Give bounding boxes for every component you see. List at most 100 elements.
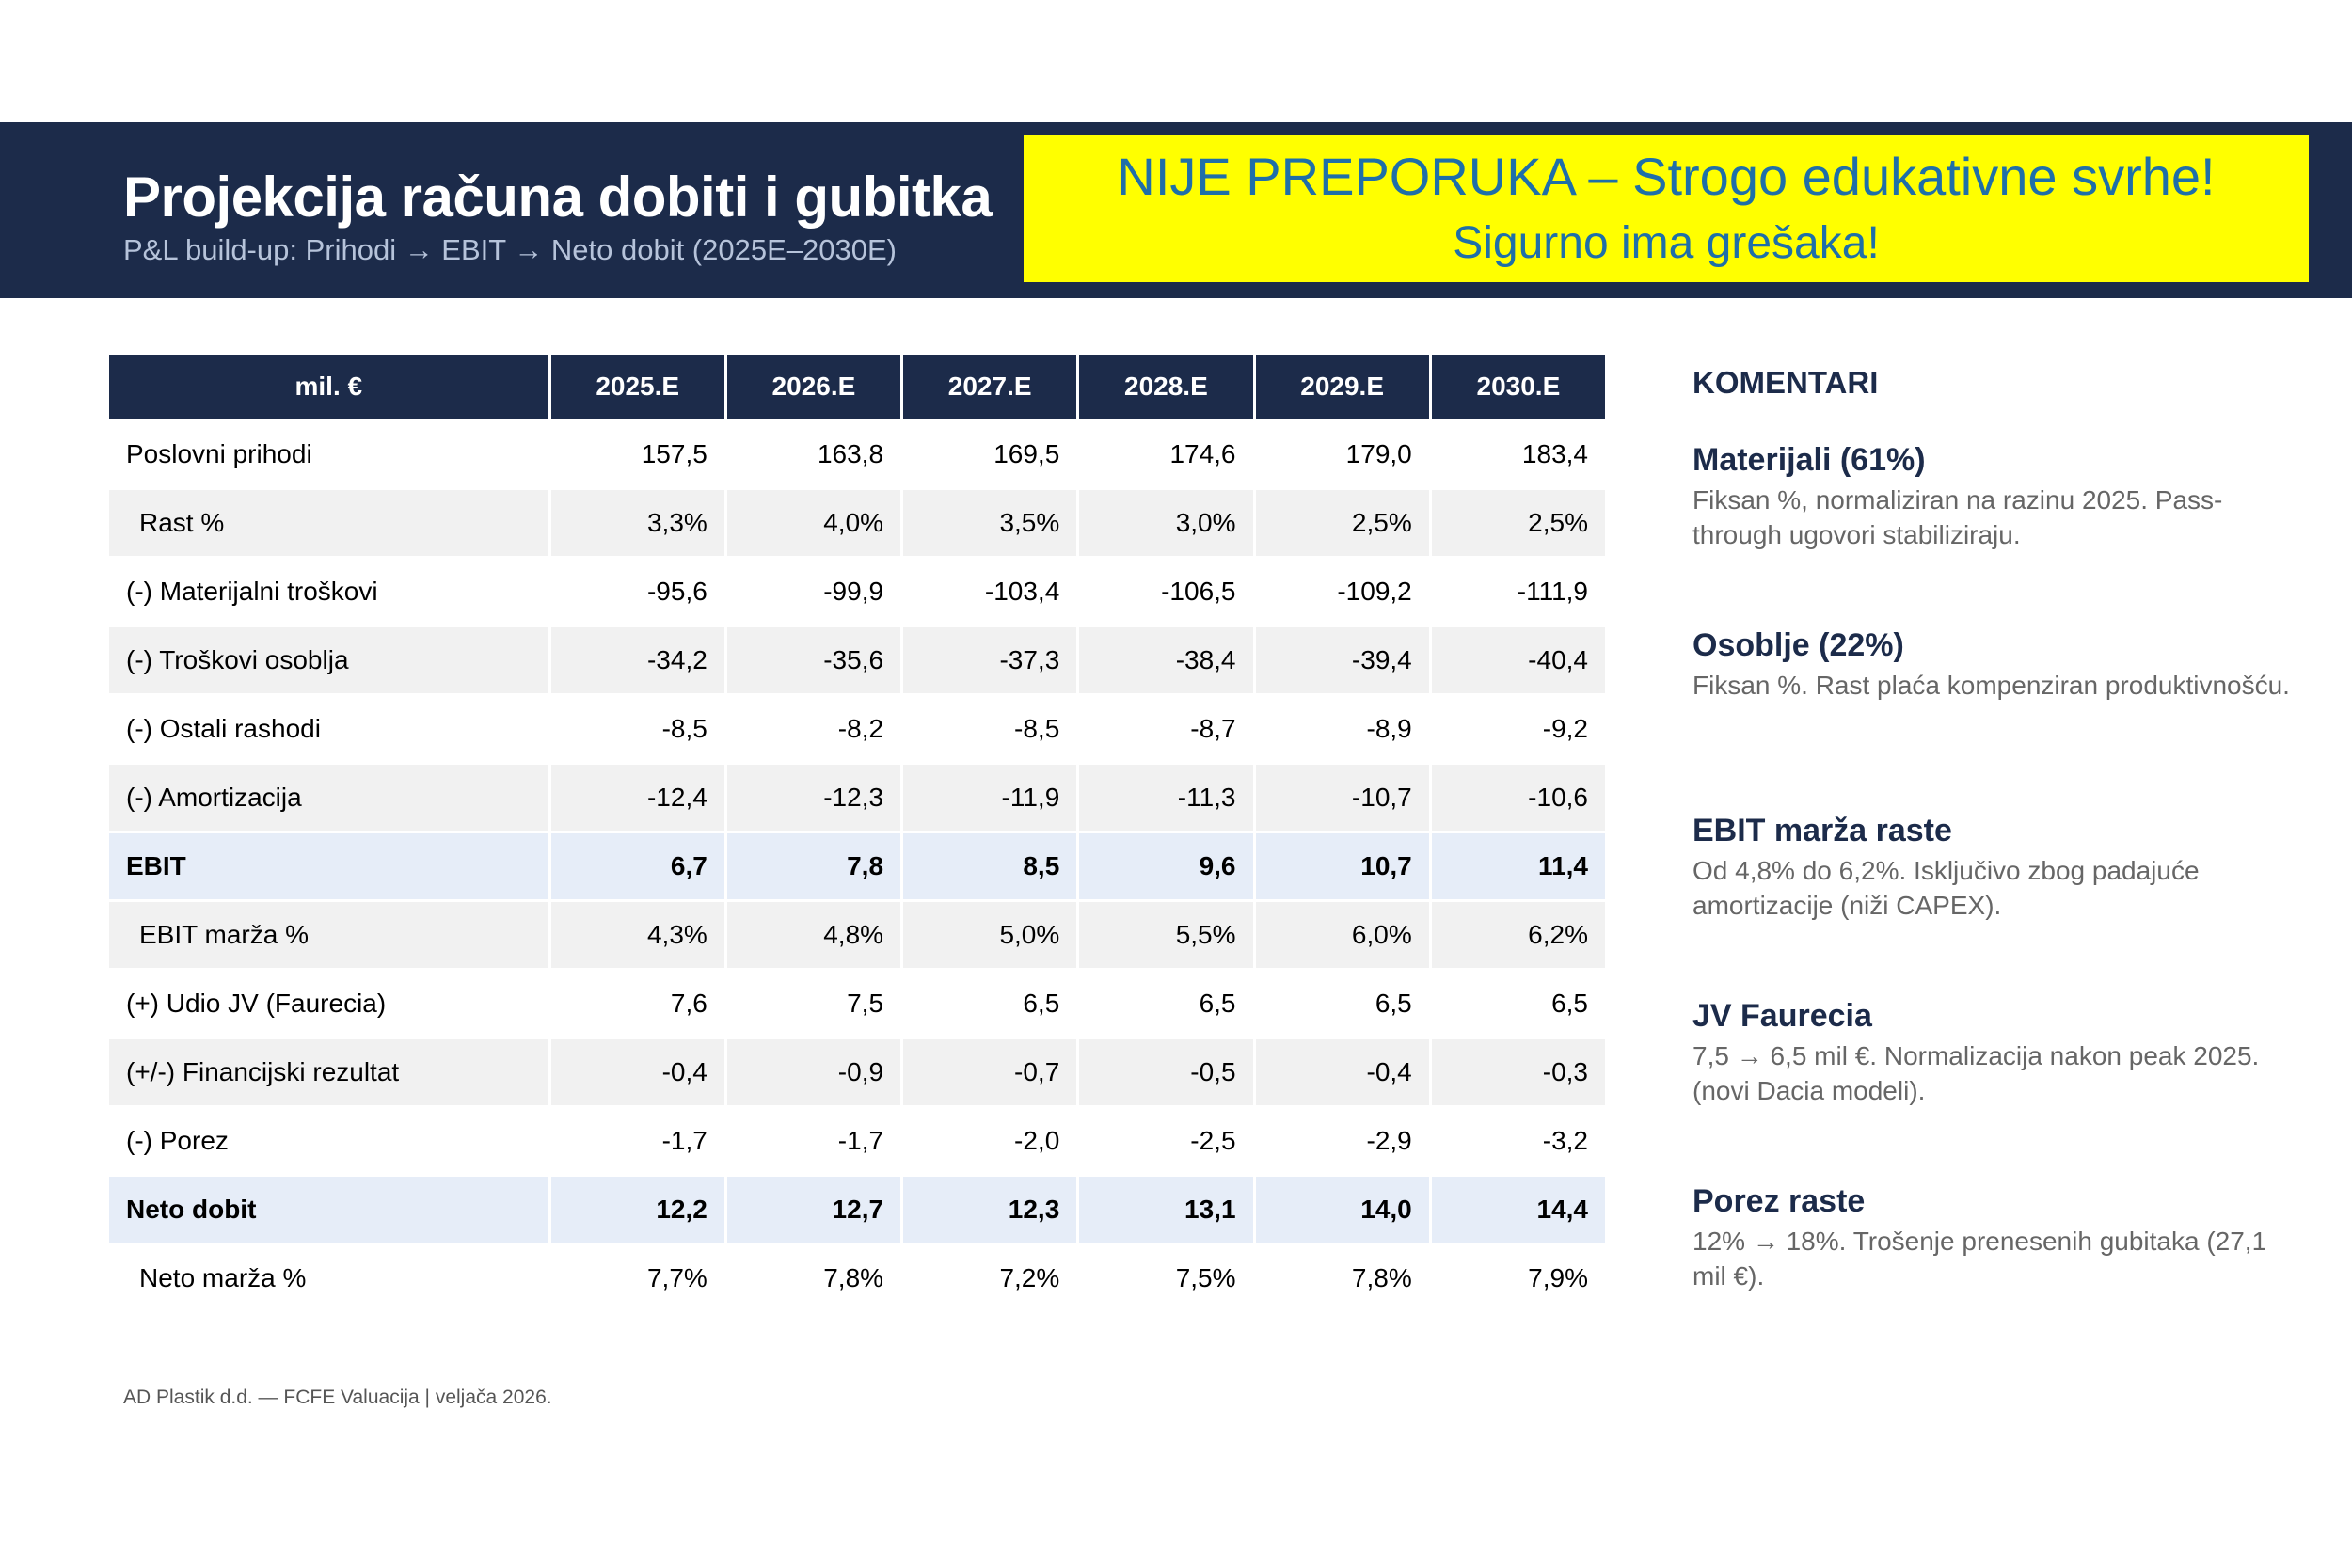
comment-text: 7,5 → 6,5 mil €. Normalizacija nakon pea… — [1692, 1041, 2260, 1105]
cell-value: -8,9 — [1255, 696, 1429, 762]
column-header: 2027.E — [903, 355, 1077, 419]
cell-value: 7,8% — [726, 1245, 901, 1311]
cell-value: 7,9% — [1431, 1245, 1605, 1311]
row-label: Neto dobit — [109, 1177, 548, 1243]
footer-note: AD Plastik d.d. — FCFE Valuacija | velja… — [123, 1386, 552, 1408]
cell-value: -2,9 — [1255, 1108, 1429, 1174]
column-header: mil. € — [109, 355, 548, 419]
cell-value: 6,5 — [1431, 971, 1605, 1037]
cell-value: -35,6 — [726, 627, 901, 693]
cell-value: -8,5 — [550, 696, 724, 762]
cell-value: -0,4 — [1255, 1039, 1429, 1105]
table-row: Rast % 3,3% 4,0% 3,5% 3,0% 2,5% 2,5% — [109, 490, 1605, 556]
cell-value: 6,5 — [1255, 971, 1429, 1037]
cell-value: -39,4 — [1255, 627, 1429, 693]
column-header: 2028.E — [1079, 355, 1253, 419]
cell-value: 9,6 — [1079, 833, 1253, 899]
table-row: Neto dobit 12,2 12,7 12,3 13,1 14,0 14,4 — [109, 1177, 1605, 1243]
cell-value: -12,3 — [726, 765, 901, 831]
comment-text: 12% → 18%. Trošenje prenesenih gubitaka … — [1692, 1227, 2267, 1291]
pl-table: mil. € 2025.E 2026.E 2027.E 2028.E 2029.… — [106, 352, 1608, 1314]
cell-value: 10,7 — [1255, 833, 1429, 899]
cell-value: -12,4 — [550, 765, 724, 831]
comment-text: Fiksan %, normaliziran na razinu 2025. P… — [1692, 485, 2223, 549]
table-row: (-) Porez -1,7 -1,7 -2,0 -2,5 -2,9 -3,2 — [109, 1108, 1605, 1174]
cell-value: -11,9 — [903, 765, 1077, 831]
cell-value: 4,8% — [726, 902, 901, 968]
cell-value: -10,7 — [1255, 765, 1429, 831]
comment-title: JV Faurecia — [1692, 998, 1872, 1034]
cell-value: -0,7 — [903, 1039, 1077, 1105]
cell-value: 7,6 — [550, 971, 724, 1037]
comments-heading: KOMENTARI — [1692, 365, 1879, 400]
table-row: (-) Materijalni troškovi -95,6 -99,9 -103,4… — [109, 559, 1605, 625]
cell-value: -8,7 — [1079, 696, 1253, 762]
cell-value: 6,2% — [1431, 902, 1605, 968]
comment-item: Osoblje (22%) Fiksan %. Rast plaća kompe… — [1692, 627, 2295, 703]
cell-value: 7,8% — [1255, 1245, 1429, 1311]
comment-item: Porez raste 12% → 18%. Trošenje prenesen… — [1692, 1183, 2295, 1293]
cell-value: 12,2 — [550, 1177, 724, 1243]
cell-value: 14,0 — [1255, 1177, 1429, 1243]
cell-value: -8,5 — [903, 696, 1077, 762]
cell-value: -8,2 — [726, 696, 901, 762]
page-title: Projekcija računa dobiti i gubitka — [123, 166, 993, 229]
cell-value: -95,6 — [550, 559, 724, 625]
table-row: (+/-) Financijski rezultat -0,4 -0,9 -0,7 -0… — [109, 1039, 1605, 1105]
table-row: (-) Troškovi osoblja -34,2 -35,6 -37,3 -38,4… — [109, 627, 1605, 693]
disclaimer-line-1: NIJE PREPORUKA – Strogo edukativne svrhe… — [1117, 147, 2216, 206]
row-label: Poslovni prihodi — [109, 421, 548, 487]
row-label: (-) Troškovi osoblja — [109, 627, 548, 693]
cell-value: -11,3 — [1079, 765, 1253, 831]
cell-value: 179,0 — [1255, 421, 1429, 487]
cell-value: 163,8 — [726, 421, 901, 487]
cell-value: -34,2 — [550, 627, 724, 693]
cell-value: 3,5% — [903, 490, 1077, 556]
row-label: (-) Porez — [109, 1108, 548, 1174]
cell-value: -9,2 — [1431, 696, 1605, 762]
cell-value: -1,7 — [726, 1108, 901, 1174]
cell-value: 7,7% — [550, 1245, 724, 1311]
column-header: 2030.E — [1431, 355, 1605, 419]
cell-value: 11,4 — [1431, 833, 1605, 899]
row-label: (-) Amortizacija — [109, 765, 548, 831]
cell-value: 7,8 — [726, 833, 901, 899]
row-label: (+) Udio JV (Faurecia) — [109, 971, 548, 1037]
table-row: EBIT marža % 4,3% 4,8% 5,0% 5,5% 6,0% 6,2% — [109, 902, 1605, 968]
cell-value: 169,5 — [903, 421, 1077, 487]
cell-value: 8,5 — [903, 833, 1077, 899]
cell-value: -10,6 — [1431, 765, 1605, 831]
cell-value: -37,3 — [903, 627, 1077, 693]
cell-value: -111,9 — [1431, 559, 1605, 625]
row-label: (-) Materijalni troškovi — [109, 559, 548, 625]
cell-value: -0,5 — [1079, 1039, 1253, 1105]
cell-value: 12,7 — [726, 1177, 901, 1243]
cell-value: -2,0 — [903, 1108, 1077, 1174]
cell-value: 6,0% — [1255, 902, 1429, 968]
table-row: Neto marža % 7,7% 7,8% 7,2% 7,5% 7,8% 7,9% — [109, 1245, 1605, 1311]
comment-item: Materijali (61%) Fiksan %, normaliziran … — [1692, 442, 2295, 552]
cell-value: 3,0% — [1079, 490, 1253, 556]
cell-value: 157,5 — [550, 421, 724, 487]
table-row: EBIT 6,7 7,8 8,5 9,6 10,7 11,4 — [109, 833, 1605, 899]
cell-value: -0,4 — [550, 1039, 724, 1105]
cell-value: 2,5% — [1431, 490, 1605, 556]
comment-title: Osoblje (22%) — [1692, 627, 1904, 663]
comment-title: Porez raste — [1692, 1183, 1866, 1219]
cell-value: 14,4 — [1431, 1177, 1605, 1243]
disclaimer-banner: NIJE PREPORUKA – Strogo edukativne svrhe… — [1024, 135, 2309, 282]
cell-value: -40,4 — [1431, 627, 1605, 693]
cell-value: 5,5% — [1079, 902, 1253, 968]
cell-value: -38,4 — [1079, 627, 1253, 693]
cell-value: 7,5 — [726, 971, 901, 1037]
table-row: (-) Ostali rashodi -8,5 -8,2 -8,5 -8,7 -8,9 -9… — [109, 696, 1605, 762]
cell-value: 183,4 — [1431, 421, 1605, 487]
table-row: (+) Udio JV (Faurecia) 7,6 7,5 6,5 6,5 6,5 6,5 — [109, 971, 1605, 1037]
cell-value: 2,5% — [1255, 490, 1429, 556]
column-header: 2026.E — [726, 355, 901, 419]
page-subtitle: P&L build-up: Prihodi → EBIT → Neto dobi… — [123, 233, 897, 266]
cell-value: 7,2% — [903, 1245, 1077, 1311]
comment-text: Fiksan %. Rast plaća kompenziran produkt… — [1692, 671, 2290, 700]
table-row: (-) Amortizacija -12,4 -12,3 -11,9 -11,3 -10,… — [109, 765, 1605, 831]
cell-value: 6,7 — [550, 833, 724, 899]
